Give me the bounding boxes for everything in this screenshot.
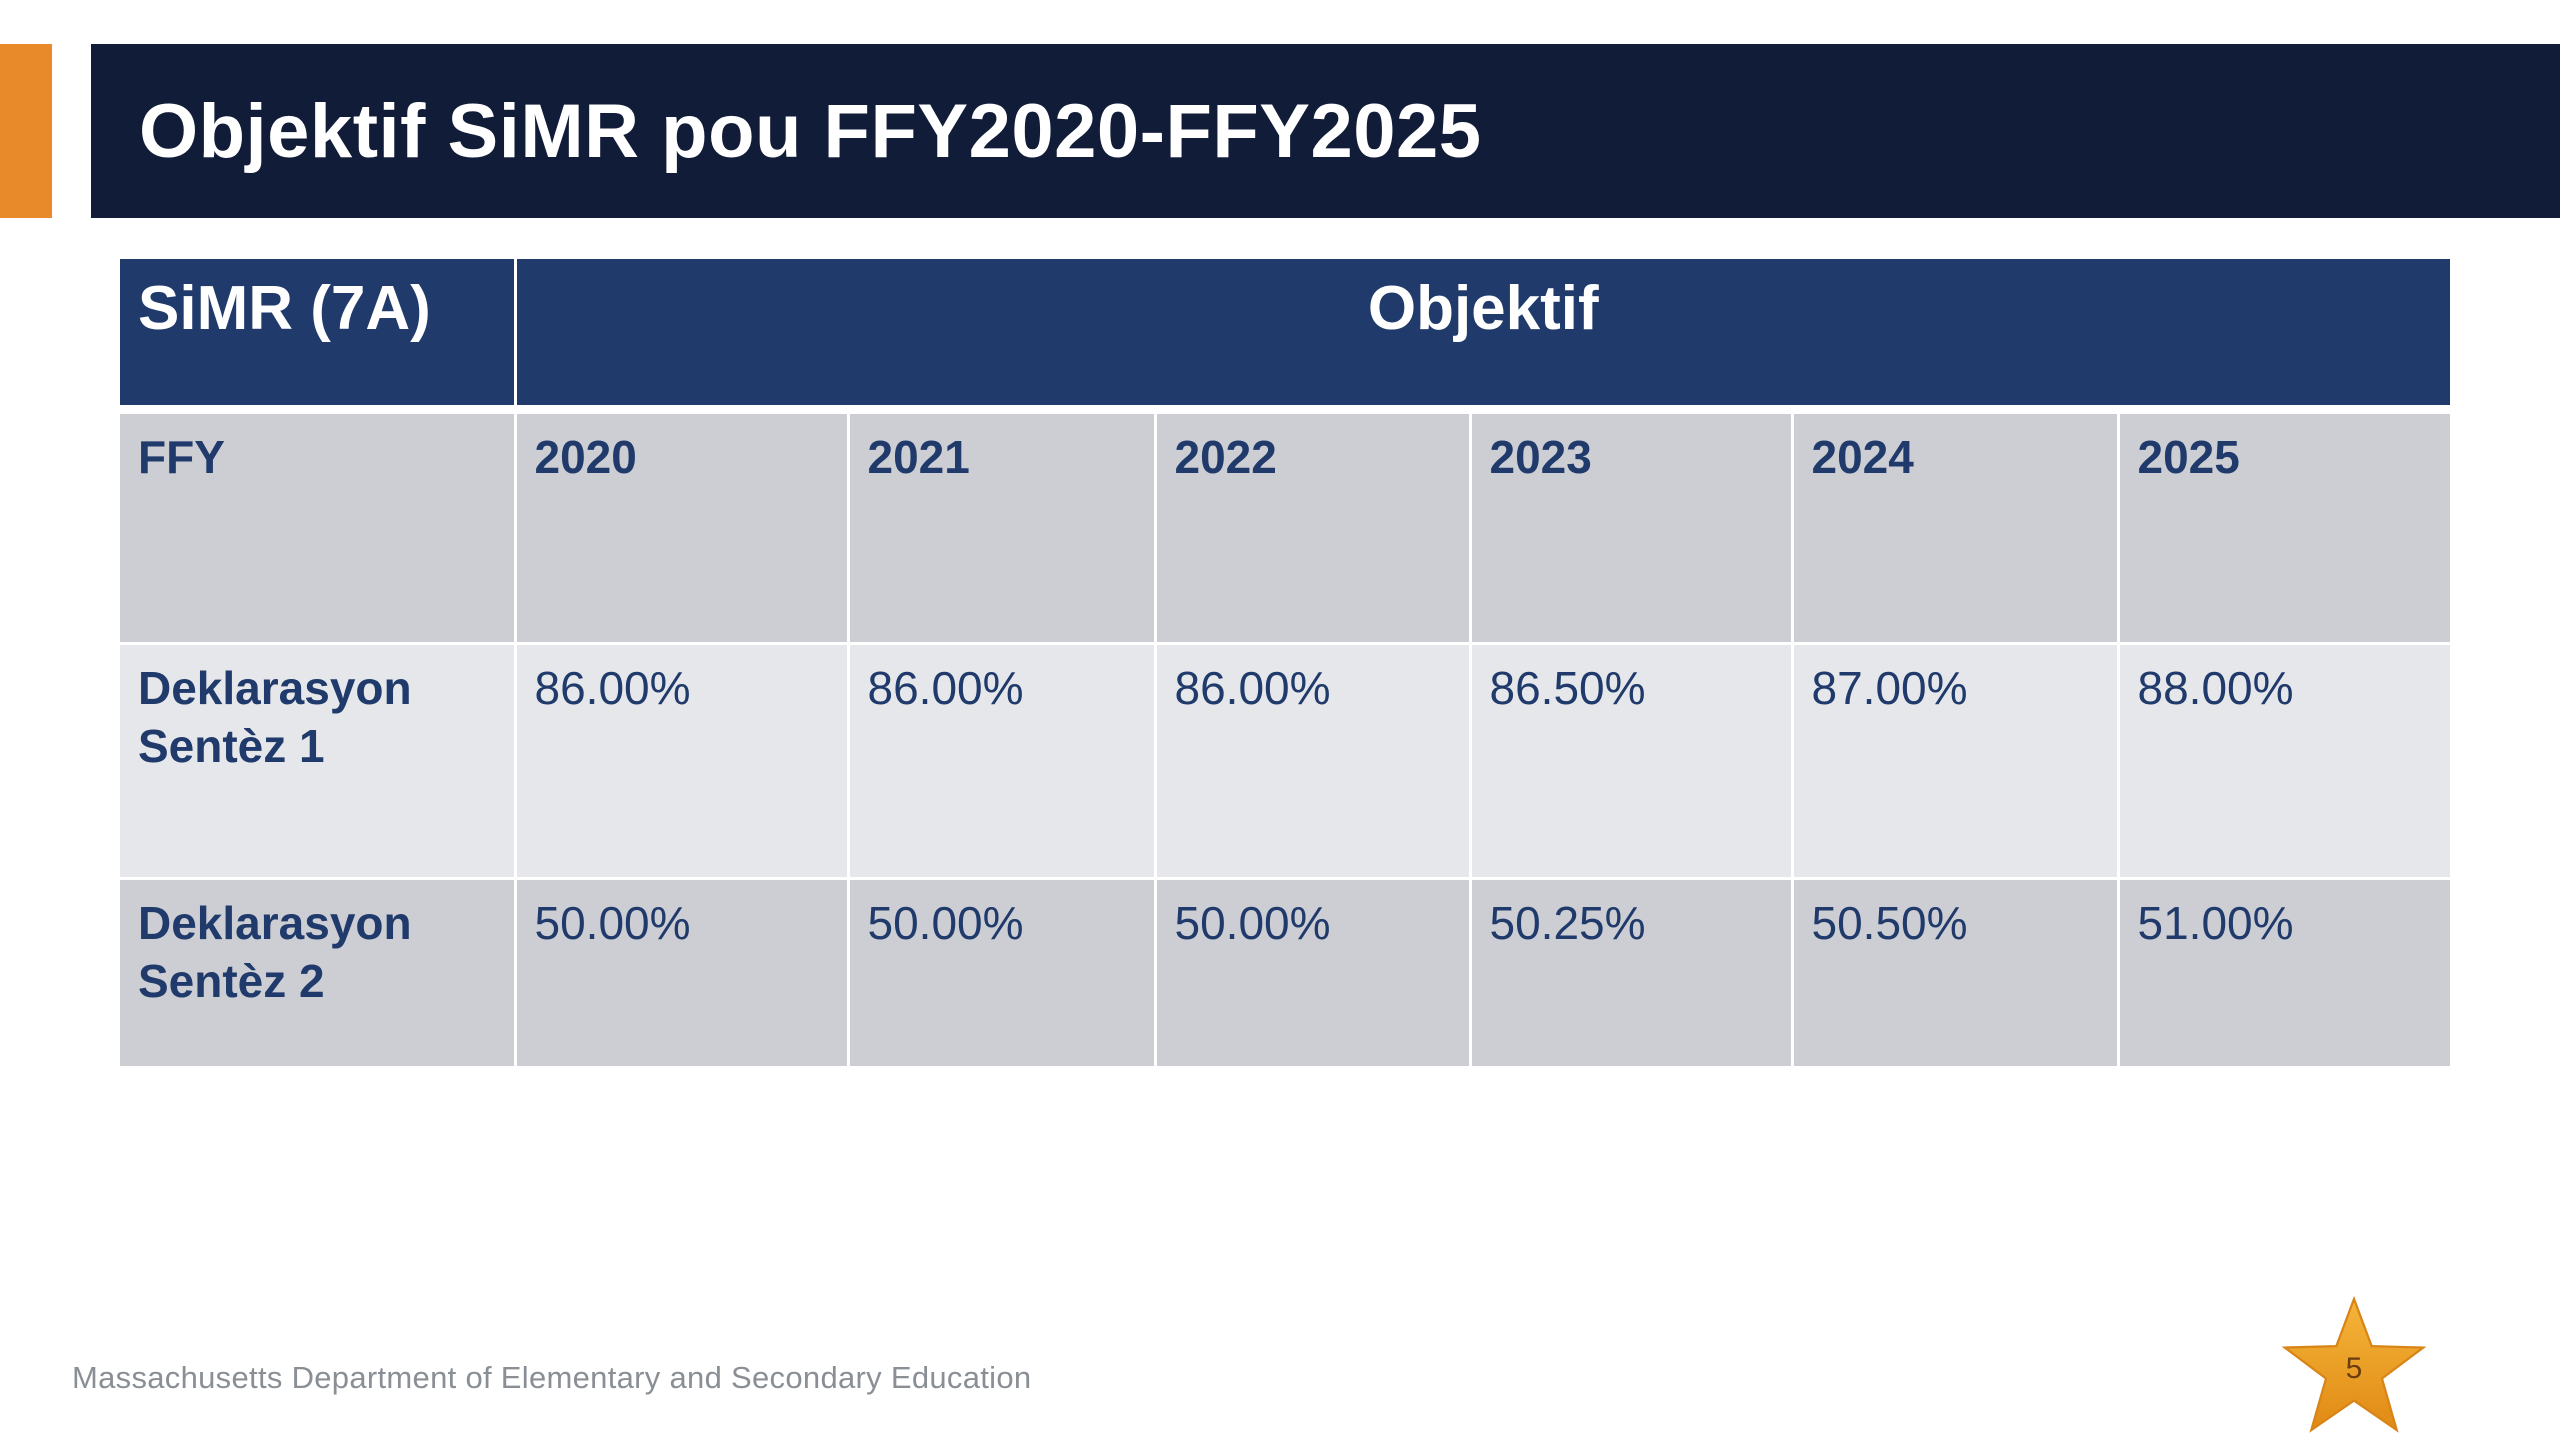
- accent-bar: [0, 44, 52, 218]
- target-cell: 50.25%: [1470, 877, 1794, 1066]
- row-label-summary-1: Deklarasyon Sentèz 1: [120, 642, 517, 879]
- target-cell: 86.00%: [515, 642, 850, 879]
- target-cell: 88.00%: [2118, 642, 2450, 879]
- goals-table-container: SiMR (7A) Objektif FFY 2020 2021 2022 20…: [120, 259, 2450, 1066]
- row-label-ffy: FFY: [120, 411, 517, 644]
- target-cell: 50.00%: [1155, 877, 1472, 1066]
- footer-organization: Massachusetts Department of Elementary a…: [72, 1360, 1032, 1395]
- table-header-row: SiMR (7A) Objektif: [120, 259, 2450, 405]
- goals-table: SiMR (7A) Objektif FFY 2020 2021 2022 20…: [120, 259, 2450, 1066]
- table-header-objektif: Objektif: [515, 259, 2450, 405]
- target-cell: 86.50%: [1470, 642, 1794, 879]
- target-cell: 87.00%: [1792, 642, 2120, 879]
- table-row-summary-1: Deklarasyon Sentèz 1 86.00% 86.00% 86.00…: [120, 642, 2450, 879]
- ffy-year-cell: 2025: [2118, 411, 2450, 644]
- table-row-summary-2: Deklarasyon Sentèz 2 50.00% 50.00% 50.00…: [120, 877, 2450, 1066]
- page-number: 5: [2345, 1352, 2363, 1385]
- table-separator: [120, 405, 2450, 413]
- ffy-year-cell: 2022: [1155, 411, 1472, 644]
- target-cell: 50.50%: [1792, 877, 2120, 1066]
- star-icon: [2281, 1296, 2427, 1433]
- table-header-simr: SiMR (7A): [120, 259, 517, 405]
- target-cell: 50.00%: [848, 877, 1157, 1066]
- target-cell: 51.00%: [2118, 877, 2450, 1066]
- target-cell: 86.00%: [848, 642, 1157, 879]
- ffy-year-cell: 2021: [848, 411, 1157, 644]
- target-cell: 86.00%: [1155, 642, 1472, 879]
- table-row-ffy: FFY 2020 2021 2022 2023 2024 2025: [120, 411, 2450, 644]
- target-cell: 50.00%: [515, 877, 850, 1066]
- row-label-summary-2: Deklarasyon Sentèz 2: [120, 877, 517, 1066]
- slide-title: Objektif SiMR pou FFY2020-FFY2025: [139, 88, 1482, 174]
- ffy-year-cell: 2023: [1470, 411, 1794, 644]
- ffy-year-cell: 2024: [1792, 411, 2120, 644]
- ffy-year-cell: 2020: [515, 411, 850, 644]
- title-bar: Objektif SiMR pou FFY2020-FFY2025: [91, 44, 2560, 218]
